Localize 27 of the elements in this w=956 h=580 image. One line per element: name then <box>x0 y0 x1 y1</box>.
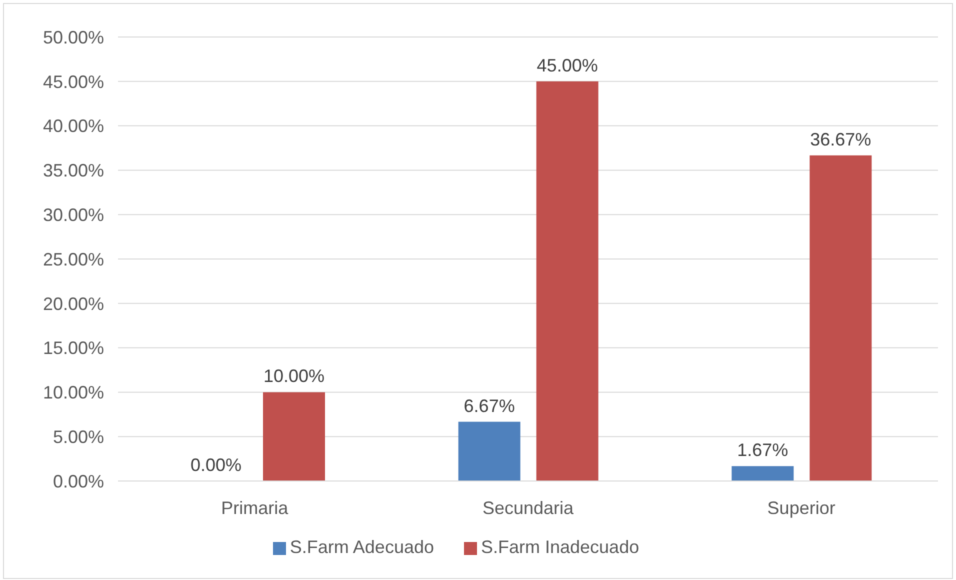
x-tick-label: Superior <box>767 498 836 518</box>
data-label: 36.67% <box>810 129 872 150</box>
data-label: 0.00% <box>190 454 242 475</box>
y-tick-label: 15.00% <box>42 338 104 358</box>
y-tick-label: 50.00% <box>42 27 104 48</box>
y-tick-label: 25.00% <box>42 249 104 270</box>
data-label: 10.00% <box>263 366 325 386</box>
y-tick-label: 5.00% <box>52 426 104 447</box>
bar <box>263 392 325 481</box>
bar <box>732 466 794 481</box>
y-tick-label: 35.00% <box>42 160 104 181</box>
y-tick-label: 0.00% <box>52 471 104 492</box>
x-tick-label: Primaria <box>221 498 290 518</box>
legend-label: S.Farm Adecuado <box>290 537 434 557</box>
data-label: 1.67% <box>737 440 788 460</box>
data-label: 6.67% <box>464 396 515 416</box>
bar <box>810 155 872 481</box>
data-label: 45.00% <box>536 55 598 76</box>
legend-label: S.Farm Inadecuado <box>481 537 640 557</box>
bar <box>458 422 520 481</box>
y-tick-label: 10.00% <box>42 382 104 403</box>
y-tick-label: 40.00% <box>42 116 104 136</box>
y-tick-label: 20.00% <box>42 294 104 314</box>
bar <box>536 81 598 481</box>
y-tick-label: 45.00% <box>42 72 104 92</box>
x-tick-label: Secundaria <box>482 498 575 518</box>
y-tick-label: 30.00% <box>42 204 104 225</box>
